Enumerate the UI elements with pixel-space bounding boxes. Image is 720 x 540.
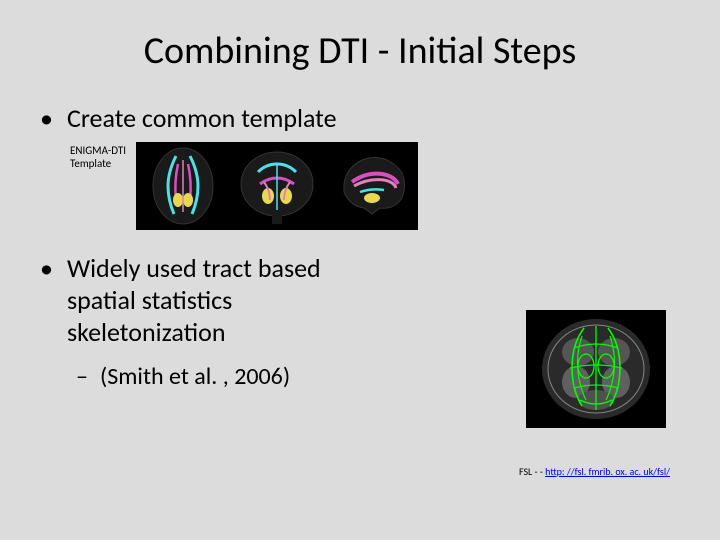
bullet-create-template: Create common template	[40, 102, 680, 134]
bullet2-line3: skeletonization	[67, 316, 226, 348]
bullet2-line1: Widely used tract based	[67, 252, 321, 284]
bullet-tbss-block: Widely used tract based spatial statisti…	[40, 252, 450, 391]
brain-axial	[136, 142, 230, 230]
enigma-template-row: ENIGMA-DTI Template	[70, 142, 680, 230]
brain-coronal-icon	[230, 142, 324, 230]
slide-container: Combining DTI - Initial Steps Create com…	[0, 0, 720, 540]
brain-coronal	[230, 142, 324, 230]
skeleton-brain-icon	[526, 310, 666, 428]
brain-sagittal-icon	[324, 142, 418, 230]
bullet-tbss: Widely used tract based spatial statisti…	[40, 252, 450, 348]
fsl-citation: FSL - - http: //fsl. fmrib. ox. ac. uk/f…	[519, 465, 670, 478]
brain-sagittal	[324, 142, 418, 230]
enigma-label-line1: ENIGMA-DTI	[70, 144, 132, 157]
fsl-link[interactable]: http: //fsl. fmrib. ox. ac. uk/fsl/	[545, 465, 670, 478]
bullet2-line2: spatial statistics	[67, 284, 232, 316]
sub-bullet-citation: (Smith et al. , 2006)	[76, 362, 450, 391]
citation-prefix: FSL - -	[519, 465, 545, 478]
brain-panel	[136, 142, 418, 230]
brain-axial-icon	[136, 142, 230, 230]
skeleton-brain-image	[526, 310, 666, 428]
enigma-label-line2: Template	[70, 157, 132, 170]
bullet-tbss-content: Widely used tract based spatial statisti…	[67, 252, 321, 348]
slide-title: Combining DTI - Initial Steps	[40, 28, 680, 74]
sub-bullet-text: (Smith et al. , 2006)	[100, 362, 290, 391]
bullet1-text: Create common template	[67, 102, 337, 134]
enigma-template-label: ENIGMA-DTI Template	[70, 142, 132, 170]
